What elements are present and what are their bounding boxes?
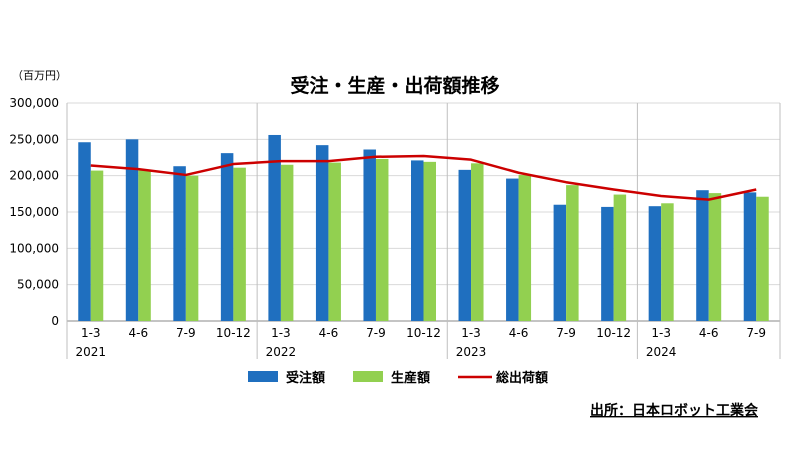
bar-受注額 — [411, 160, 424, 321]
y-unit-label: （百万円） — [12, 69, 67, 82]
legend-label-受注額: 受注額 — [286, 370, 325, 386]
x-tick-label: 7-9 — [746, 326, 766, 340]
x-tick-label: 1-3 — [651, 326, 671, 340]
x-year-label: 2022 — [266, 345, 297, 359]
bar-生産額 — [661, 203, 674, 321]
bar-生産額 — [233, 167, 246, 321]
bar-受注額 — [220, 153, 234, 321]
x-tick-label: 4-6 — [509, 326, 529, 340]
x-tick-label: 7-9 — [176, 326, 196, 340]
bar-受注額 — [315, 145, 329, 321]
bar-生産額 — [518, 174, 532, 321]
bar-受注額 — [648, 206, 662, 321]
bar-生産額 — [90, 170, 104, 321]
y-tick-label: 150,000 — [9, 205, 59, 219]
x-tick-label: 1-3 — [81, 326, 101, 340]
y-tick-label: 250,000 — [9, 132, 59, 146]
bar-生産額 — [708, 193, 722, 321]
legend-swatch-受注額 — [248, 371, 278, 382]
legend-label-総出荷額: 総出荷額 — [496, 370, 548, 386]
x-tick-label: 10-12 — [596, 326, 631, 340]
x-tick-label: 1-3 — [271, 326, 291, 340]
y-tick-label: 100,000 — [9, 241, 59, 255]
bar-受注額 — [743, 192, 757, 321]
bar-生産額 — [566, 185, 579, 321]
bar-受注額 — [553, 204, 567, 321]
x-tick-label: 1-3 — [461, 326, 481, 340]
x-tick-label: 4-6 — [128, 326, 148, 340]
bar-受注額 — [506, 178, 519, 321]
x-tick-label: 10-12 — [406, 326, 441, 340]
bar-受注額 — [268, 134, 281, 321]
bar-生産額 — [280, 164, 294, 321]
bars — [78, 134, 769, 321]
y-tick-label: 0 — [51, 314, 59, 328]
bar-受注額 — [696, 190, 709, 321]
x-tick-label: 4-6 — [319, 326, 339, 340]
bar-生産額 — [756, 196, 769, 321]
bar-受注額 — [458, 169, 472, 321]
legend: 受注額 生産額 総出荷額 — [248, 370, 548, 386]
x-year-label: 2021 — [75, 345, 106, 359]
bar-受注額 — [125, 139, 139, 321]
x-tick-label: 7-9 — [366, 326, 386, 340]
line-series — [90, 154, 757, 201]
bar-生産額 — [375, 158, 389, 321]
bar-生産額 — [328, 162, 341, 321]
bar-生産額 — [471, 163, 484, 321]
y-tick-label: 200,000 — [9, 169, 59, 183]
chart-title: 受注・生産・出荷額推移 — [290, 74, 499, 97]
legend-swatch-生産額 — [353, 371, 383, 382]
bar-受注額 — [173, 166, 186, 321]
bar-受注額 — [601, 206, 614, 321]
bar-生産額 — [613, 194, 627, 321]
line-総出荷額 — [90, 154, 757, 201]
x-year-label: 2024 — [646, 345, 677, 359]
source-note: 出所：日本ロボット工業会 — [590, 402, 759, 419]
bar-生産額 — [423, 161, 436, 321]
bar-生産額 — [185, 175, 199, 321]
bar-受注額 — [78, 142, 91, 321]
x-year-label: 2023 — [456, 345, 487, 359]
x-tick-label: 10-12 — [216, 326, 251, 340]
y-tick-label: 300,000 — [9, 96, 59, 110]
legend-label-生産額: 生産額 — [391, 370, 430, 386]
y-tick-label: 50,000 — [17, 278, 59, 292]
x-tick-label: 7-9 — [556, 326, 576, 340]
bar-受注額 — [363, 149, 376, 321]
bar-生産額 — [138, 169, 151, 321]
x-tick-label: 4-6 — [699, 326, 719, 340]
axes: 0 50,000 100,000 150,000 200,000 250,000 300,0… — [9, 96, 766, 359]
